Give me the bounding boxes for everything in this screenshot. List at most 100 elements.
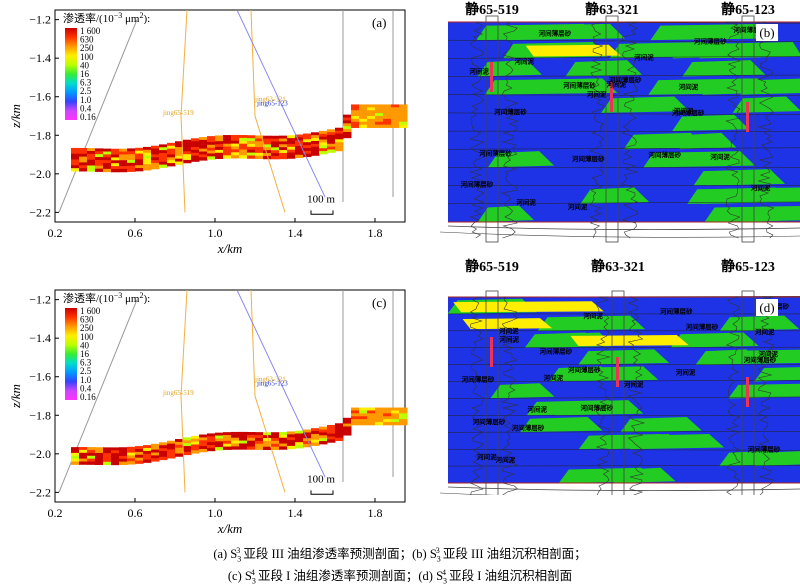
- perm-cell: [375, 119, 384, 122]
- perm-cell: [199, 437, 208, 440]
- caption-a-text: 亚段 III 油组渗透率预测剖面；: [240, 547, 412, 561]
- facies-label: 河间泥: [710, 152, 730, 161]
- perm-cell: [319, 142, 328, 145]
- perm-cell: [87, 163, 96, 166]
- facies-mud: [526, 45, 621, 57]
- perm-cell: [343, 120, 352, 123]
- perm-cell: [327, 144, 336, 147]
- perm-cell: [303, 148, 312, 151]
- perm-cell: [199, 140, 208, 143]
- perm-cell: [159, 162, 168, 165]
- perm-cell: [295, 439, 304, 442]
- perm-cell: [271, 136, 280, 139]
- well-label: jing65-519: [162, 389, 194, 397]
- perm-cell: [87, 456, 96, 459]
- perm-cell: [263, 447, 272, 450]
- perm-cell: [159, 147, 168, 150]
- perm-cell: [199, 146, 208, 149]
- perm-cell: [255, 156, 264, 159]
- perm-cell: [95, 151, 104, 154]
- perm-cell: [95, 163, 104, 166]
- perm-cell: [135, 148, 144, 151]
- perm-cell: [343, 118, 352, 121]
- perm-cell: [295, 436, 304, 439]
- perm-cell: [247, 153, 256, 156]
- perm-cell: [375, 107, 384, 110]
- perm-cell: [95, 447, 104, 450]
- perm-cell: [231, 147, 240, 150]
- perm-cell: [351, 119, 360, 122]
- perm-cell: [103, 462, 112, 465]
- facies-label: 河间泥: [755, 327, 775, 336]
- facies-label: 河间泥: [516, 198, 536, 207]
- perm-cell: [375, 419, 384, 422]
- perm-cell: [135, 452, 144, 455]
- facies-label: 河间薄层砂: [473, 417, 506, 426]
- scale-bar-label: 100 m: [307, 194, 335, 206]
- perm-cell: [215, 441, 224, 444]
- facies-label: 河间薄层砂: [572, 154, 605, 163]
- perm-cell: [391, 119, 400, 122]
- perm-cell: [295, 143, 304, 146]
- perm-cell: [279, 147, 288, 150]
- perm-cell: [207, 433, 216, 436]
- perm-cell: [279, 139, 288, 142]
- legend-tick-label: 0.16: [80, 112, 96, 122]
- caption-b-prefix: (b) S: [412, 547, 437, 561]
- perm-cell: [287, 443, 296, 446]
- perm-cell: [343, 432, 352, 435]
- perm-cell: [79, 154, 88, 157]
- perm-cell: [375, 410, 384, 413]
- perm-cell: [367, 113, 376, 116]
- perm-cell: [335, 423, 344, 426]
- perm-cell: [327, 138, 336, 141]
- perm-cell: [295, 155, 304, 158]
- caption-c-text: 亚段 I 油组渗透率预测剖面；: [255, 569, 419, 583]
- perm-cell: [311, 135, 320, 138]
- perm-cell: [191, 138, 200, 141]
- perm-cell: [271, 156, 280, 159]
- perm-cell: [287, 440, 296, 443]
- facies-label: 河间薄层砂: [568, 365, 601, 374]
- facies-label: 河间薄层砂: [512, 423, 545, 432]
- perm-cell: [127, 163, 136, 166]
- y-tick-label: −1.6: [29, 90, 51, 104]
- perm-cell: [127, 453, 136, 456]
- perm-cell: [271, 444, 280, 447]
- perm-cell: [383, 410, 392, 413]
- perm-cell: [327, 147, 336, 150]
- perm-cell: [303, 142, 312, 145]
- perm-cell: [207, 442, 216, 445]
- perm-cell: [87, 148, 96, 151]
- x-tick-label: 0.2: [48, 506, 63, 520]
- perm-cell: [79, 157, 88, 160]
- perm-cell: [159, 159, 168, 162]
- facies-label: 河间泥: [583, 311, 603, 320]
- perm-cell: [159, 156, 168, 159]
- facies-label: 河间薄层砂: [580, 403, 613, 412]
- perm-cell: [223, 150, 232, 153]
- perm-cell: [87, 453, 96, 456]
- perm-cell: [391, 408, 400, 411]
- perm-cell: [135, 461, 144, 464]
- perm-cell: [391, 422, 400, 425]
- perm-cell: [319, 151, 328, 154]
- perm-cell: [255, 444, 264, 447]
- perm-cell: [119, 169, 128, 172]
- perm-cell: [327, 141, 336, 144]
- perm-cell: [367, 413, 376, 416]
- perm-cell: [255, 435, 264, 438]
- figure-caption-line2: (c) S34 亚段 I 油组渗透率预测剖面；(d) S34 亚段 I 油组沉积…: [0, 565, 800, 586]
- perm-cell: [399, 122, 408, 125]
- perm-cell: [183, 154, 192, 157]
- perm-cell: [127, 169, 136, 172]
- perm-cell: [127, 160, 136, 163]
- perm-cell: [167, 149, 176, 152]
- x-axis-label: x/km: [217, 521, 243, 536]
- perm-cell: [343, 126, 352, 129]
- perm-cell: [71, 159, 80, 162]
- perm-cell: [343, 418, 352, 421]
- perm-cell: [103, 163, 112, 166]
